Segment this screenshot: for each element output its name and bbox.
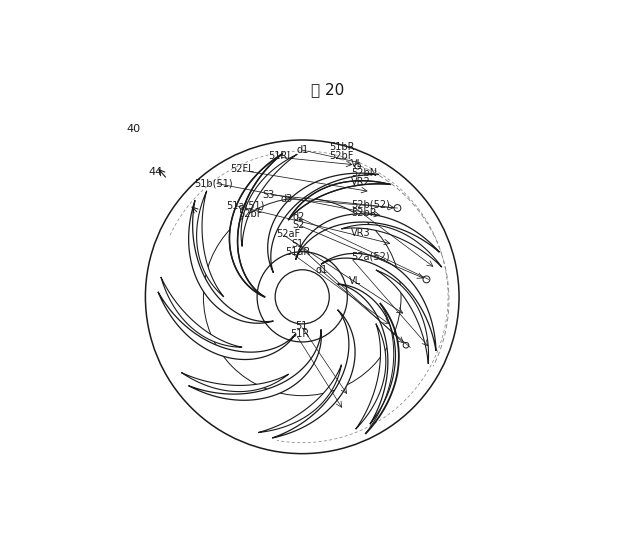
Text: 52b(52): 52b(52) — [351, 199, 390, 209]
Text: 51aR: 51aR — [285, 247, 310, 257]
Polygon shape — [189, 329, 321, 400]
Text: VL: VL — [349, 276, 361, 286]
Text: 51a(51): 51a(51) — [227, 200, 265, 210]
Text: 51RL: 51RL — [268, 151, 292, 161]
Text: d1: d1 — [315, 264, 328, 275]
Polygon shape — [341, 224, 442, 267]
Text: 44: 44 — [149, 167, 163, 177]
Text: 51R: 51R — [291, 329, 310, 339]
Polygon shape — [321, 253, 436, 351]
Text: 40: 40 — [126, 124, 140, 134]
Polygon shape — [189, 200, 273, 323]
Polygon shape — [241, 154, 297, 247]
Polygon shape — [268, 173, 379, 273]
Text: 52a(52): 52a(52) — [351, 252, 389, 262]
Text: 51: 51 — [295, 321, 308, 331]
Polygon shape — [158, 292, 296, 359]
Text: 51b(51): 51b(51) — [194, 179, 232, 189]
Text: 51bR: 51bR — [330, 142, 355, 152]
Text: 52FL: 52FL — [230, 164, 253, 174]
Polygon shape — [161, 277, 242, 347]
Text: d1: d1 — [296, 145, 308, 155]
Polygon shape — [272, 310, 355, 438]
Text: 52bR: 52bR — [351, 208, 376, 218]
Polygon shape — [296, 214, 440, 260]
Text: 52bF: 52bF — [330, 151, 354, 161]
Polygon shape — [258, 365, 341, 432]
Polygon shape — [181, 372, 289, 392]
Text: S2: S2 — [292, 220, 305, 230]
Text: S3: S3 — [262, 190, 275, 200]
Polygon shape — [289, 181, 390, 220]
Text: VR3: VR3 — [351, 228, 371, 238]
Text: S1: S1 — [291, 239, 304, 248]
Text: 52bF: 52bF — [238, 209, 262, 219]
Polygon shape — [356, 324, 386, 429]
Polygon shape — [376, 270, 429, 364]
Text: 52bN: 52bN — [351, 168, 377, 178]
Text: d2: d2 — [292, 212, 305, 222]
Text: d3: d3 — [281, 194, 293, 204]
Polygon shape — [196, 191, 224, 297]
Polygon shape — [337, 284, 396, 424]
Text: VL: VL — [351, 160, 363, 170]
Text: VR2: VR2 — [351, 177, 371, 187]
Text: 図 20: 図 20 — [312, 82, 344, 97]
Text: 52aF: 52aF — [276, 229, 301, 239]
Polygon shape — [229, 154, 282, 297]
